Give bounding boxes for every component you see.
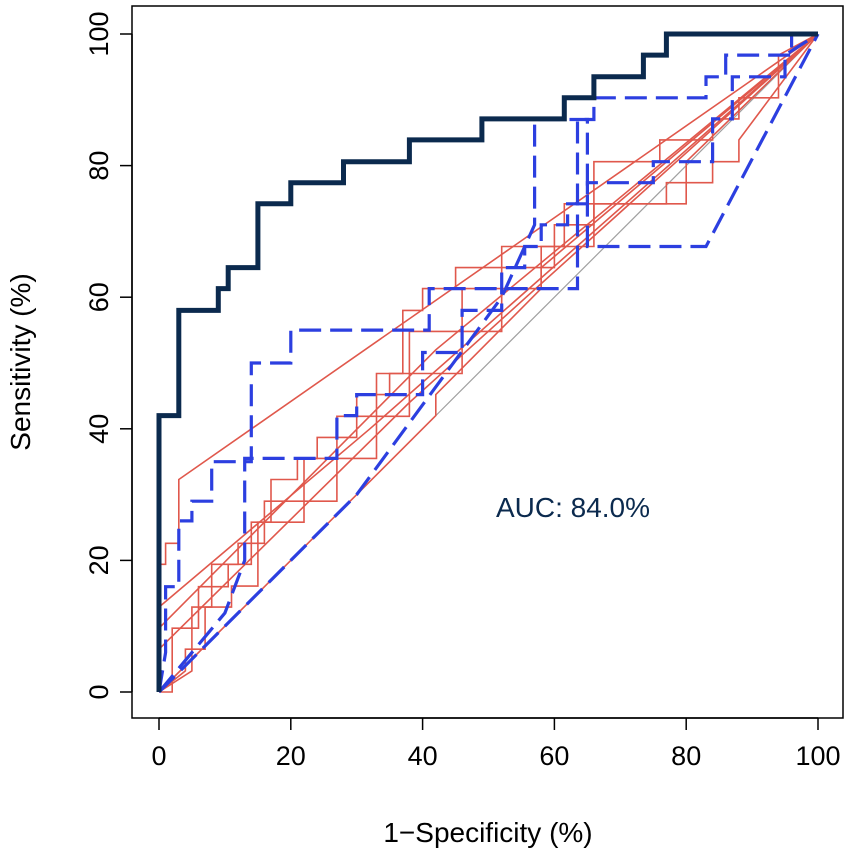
y-tick-label: 100: [84, 11, 114, 56]
roc-series-1: [157, 32, 818, 693]
x-tick-label: 20: [276, 741, 306, 771]
roc-series-2: [157, 32, 819, 694]
x-tick-label: 80: [671, 741, 701, 771]
roc-series-3: [157, 33, 820, 694]
x-axis-title: 1−Specificity (%): [383, 817, 592, 848]
y-tick-label: 20: [84, 545, 114, 575]
auc-annotation: AUC: 84.0%: [496, 492, 650, 523]
axis-layer: 0 20 40 60 80 100 0 20 40 60 80 100: [84, 11, 841, 771]
x-tick-label: 0: [151, 741, 166, 771]
roc-series-5: [159, 33, 819, 693]
roc-series-0: [156, 31, 818, 692]
y-tick-label: 80: [84, 151, 114, 181]
x-tick-label: 40: [408, 741, 438, 771]
series-layer: [156, 31, 820, 694]
roc-series-9: [158, 33, 819, 629]
y-axis-title: Sensitivity (%): [5, 273, 36, 450]
x-tick-label: 100: [795, 741, 840, 771]
y-tick-label: 40: [84, 414, 114, 444]
y-tick-label: 60: [84, 282, 114, 312]
y-tick-label: 0: [84, 684, 114, 699]
x-tick-label: 60: [539, 741, 569, 771]
roc-series-11: [158, 33, 819, 693]
roc-series-8: [158, 33, 819, 608]
